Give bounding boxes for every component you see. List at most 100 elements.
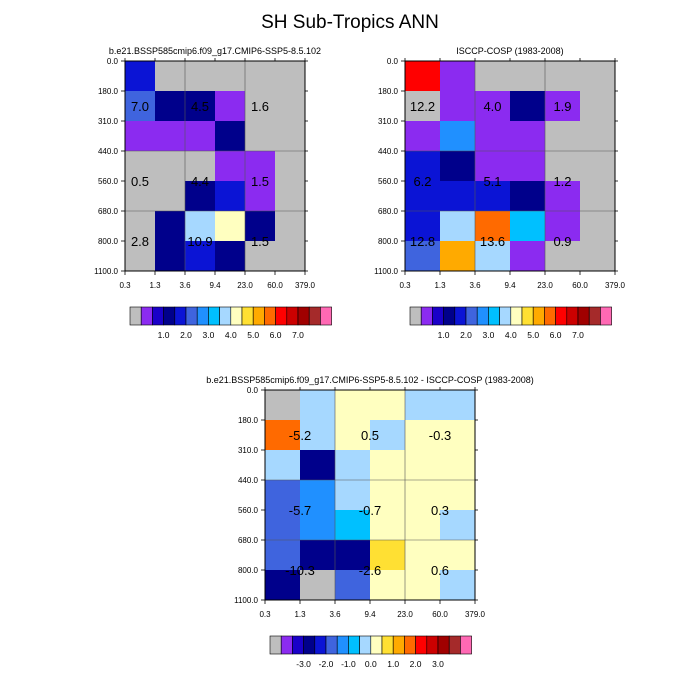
colorbar-swatch: [280, 635, 293, 655]
colorbar-swatch: [208, 306, 220, 326]
colorbar-swatch: [381, 635, 394, 655]
heatmap-cell: [440, 241, 476, 272]
colorbar-swatch: [152, 306, 164, 326]
colorbar-swatch: [348, 635, 360, 655]
heatmap-cell: [370, 510, 406, 541]
x-tick-label: 60.0: [572, 281, 588, 290]
heatmap-cell: [405, 91, 441, 122]
heatmap-cell: [440, 510, 476, 541]
value-label: -0.7: [359, 503, 381, 518]
colorbar-swatch: [241, 306, 254, 326]
colorbar-swatch: [264, 306, 276, 326]
y-tick-label: 680.0: [378, 207, 399, 216]
heatmap-cell: [510, 91, 546, 122]
heatmap-cell: [215, 181, 246, 212]
panel-diff: b.e21.BSSP585cmip6.f09_g17.CMIP6-SSP5-8.…: [206, 375, 534, 669]
x-tick-label: 0.3: [119, 281, 131, 290]
colorbar-label: -1.0: [341, 659, 356, 669]
heatmap-cell: [215, 241, 246, 272]
value-label: 1.5: [251, 234, 269, 249]
y-tick-label: 310.0: [98, 117, 119, 126]
heatmap-cell: [440, 121, 476, 152]
y-tick-label: 560.0: [378, 177, 399, 186]
heatmap-cell: [265, 390, 301, 421]
heatmap-cell: [300, 420, 336, 451]
colorbar-swatch: [286, 306, 299, 326]
y-tick-label: 180.0: [378, 87, 399, 96]
colorbar-swatch: [392, 635, 405, 655]
colorbar: -3.0 -2.0 -1.0 0.0 1.0 2.0 3.0: [269, 635, 472, 669]
heatmap-cell: [440, 570, 476, 601]
colorbar-swatch: [404, 635, 416, 655]
heatmap-cell: [440, 540, 476, 571]
heatmap-cell: [265, 540, 301, 571]
colorbar-swatch: [196, 306, 209, 326]
heatmap-cell: [405, 241, 441, 272]
heatmap-cell: [275, 211, 306, 242]
y-tick-label: 0.0: [107, 57, 119, 66]
heatmap-cell: [185, 61, 216, 92]
x-tick-label: 379.0: [605, 281, 626, 290]
x-tick-label: 1.3: [434, 281, 446, 290]
heatmap-cell: [300, 390, 336, 421]
heatmap-cell: [245, 61, 276, 92]
value-label: 6.2: [413, 174, 431, 189]
colorbar-swatch: [577, 306, 590, 326]
heatmap-cell: [405, 570, 441, 601]
heatmap-cell: [265, 420, 301, 451]
heatmap-cell: [440, 480, 476, 511]
heatmap-cell: [275, 121, 306, 152]
colorbar-swatch: [297, 306, 310, 326]
colorbar: 1.0 2.0 3.0 4.0 5.0 6.0 7.0: [129, 306, 332, 340]
heatmap-cell: [510, 121, 546, 152]
colorbar-label: 3.0: [202, 330, 214, 340]
y-tick-label: 310.0: [238, 446, 259, 455]
heatmap-cell: [185, 151, 216, 182]
heatmap-cell: [440, 390, 476, 421]
value-label: 0.6: [431, 563, 449, 578]
colorbar-label: 3.0: [432, 659, 444, 669]
x-tick-label: 60.0: [432, 610, 448, 619]
colorbar-swatch: [230, 306, 243, 326]
colorbar-swatch: [269, 635, 282, 655]
colorbar-label: -2.0: [319, 659, 334, 669]
heatmap-cell: [475, 91, 511, 122]
value-label: 0.5: [361, 428, 379, 443]
x-tick-label: 3.6: [469, 281, 481, 290]
value-label: 0.3: [431, 503, 449, 518]
colorbar-swatch: [521, 306, 534, 326]
colorbar-label: 6.0: [550, 330, 562, 340]
heatmap-cell: [125, 61, 156, 92]
colorbar-swatch: [476, 306, 489, 326]
colorbar-swatch: [314, 635, 327, 655]
heatmap-cell: [185, 121, 216, 152]
x-tick-label: 379.0: [295, 281, 316, 290]
panel-title: ISCCP-COSP (1983-2008): [456, 46, 563, 56]
heatmap-cell: [545, 241, 581, 272]
heatmap-cell: [580, 91, 616, 122]
heatmap-cell: [275, 181, 306, 212]
heatmap-cell: [580, 181, 616, 212]
heatmap-cell: [155, 151, 186, 182]
heatmap-cell: [405, 151, 441, 182]
colorbar-swatch: [359, 635, 372, 655]
value-label: 4.4: [191, 174, 209, 189]
heatmap-cell: [125, 211, 156, 242]
y-tick-label: 680.0: [98, 207, 119, 216]
colorbar-swatch: [415, 635, 428, 655]
heatmap-cell: [405, 390, 441, 421]
x-tick-label: 60.0: [267, 281, 283, 290]
heatmap-cell: [405, 480, 441, 511]
colorbar-swatch: [140, 306, 153, 326]
heatmap-cell: [265, 480, 301, 511]
colorbar-swatch: [303, 635, 316, 655]
colorbar-swatch: [555, 306, 568, 326]
value-label: -5.7: [289, 503, 311, 518]
colorbar-label: 6.0: [270, 330, 282, 340]
heatmap-cell: [475, 151, 511, 182]
heatmap-cell: [185, 91, 216, 122]
heatmap-cell: [125, 181, 156, 212]
heatmap-cell: [405, 121, 441, 152]
heatmap-cell: [405, 450, 441, 481]
